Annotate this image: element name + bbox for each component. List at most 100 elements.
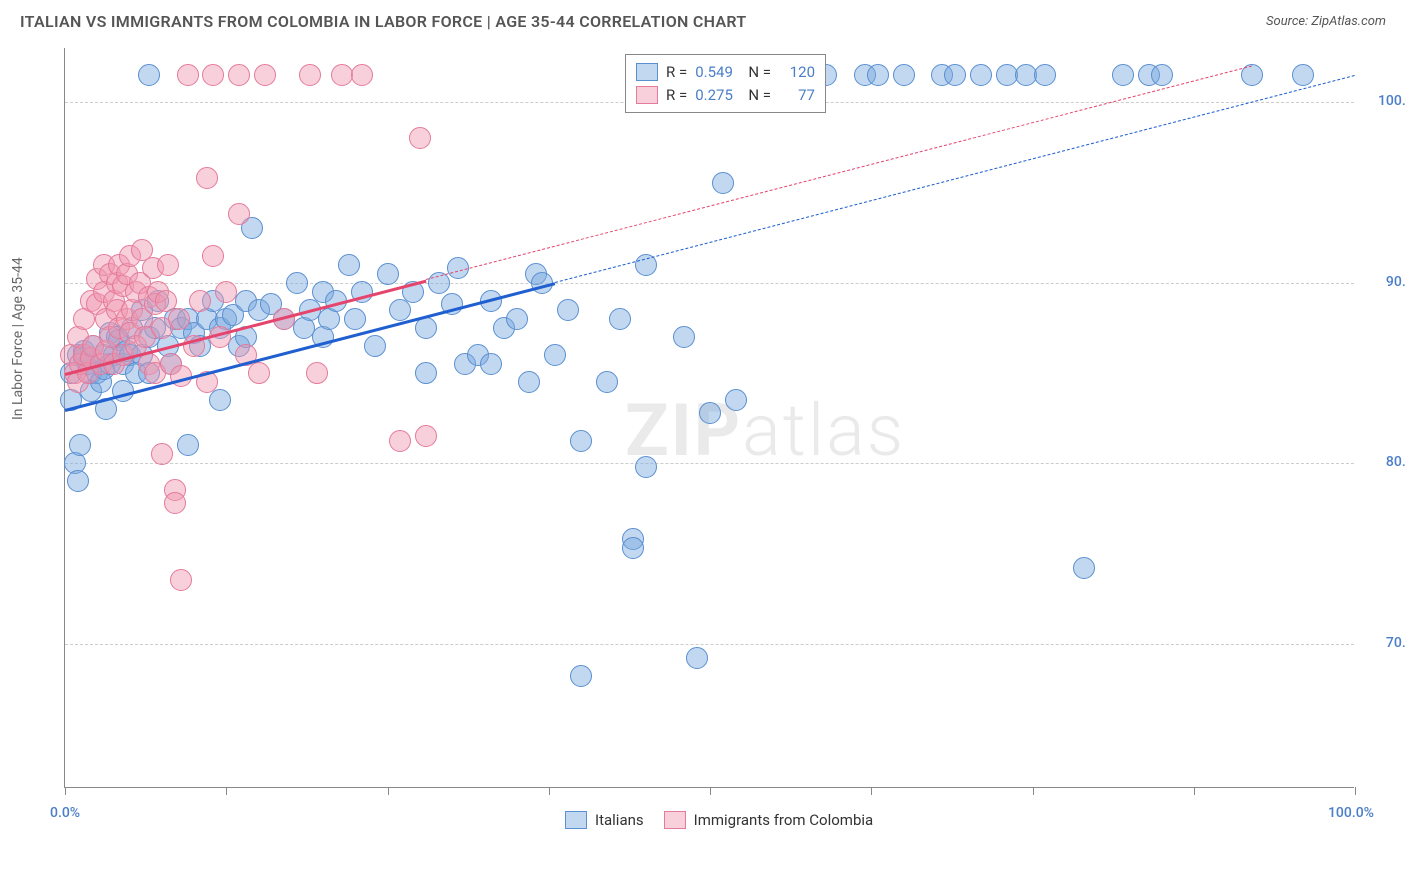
data-point bbox=[299, 64, 321, 86]
legend-swatch bbox=[565, 811, 587, 829]
data-point bbox=[712, 172, 734, 194]
gridline bbox=[65, 463, 1354, 464]
data-point bbox=[69, 434, 91, 456]
data-point bbox=[377, 263, 399, 285]
plot-area: ZIPatlas 70.0%80.0%90.0%100.0%0.0%100.0%… bbox=[64, 48, 1354, 788]
x-tick-mark bbox=[549, 787, 550, 795]
data-point bbox=[409, 127, 431, 149]
data-point bbox=[177, 434, 199, 456]
legend-n-label: N = bbox=[741, 61, 771, 84]
data-point bbox=[248, 362, 270, 384]
data-point bbox=[635, 456, 657, 478]
data-point bbox=[622, 537, 644, 559]
series-legend-item: Italians bbox=[565, 811, 644, 829]
x-max-label: 100.0% bbox=[1328, 805, 1374, 821]
data-point bbox=[970, 64, 992, 86]
data-point bbox=[351, 64, 373, 86]
data-point bbox=[215, 281, 237, 303]
legend-n-label: N = bbox=[741, 84, 771, 107]
legend-row: R = 0.549 N = 120 bbox=[636, 61, 815, 84]
data-point bbox=[557, 299, 579, 321]
legend-swatch bbox=[636, 86, 658, 104]
data-point bbox=[338, 254, 360, 276]
data-point bbox=[867, 64, 889, 86]
chart-title: ITALIAN VS IMMIGRANTS FROM COLOMBIA IN L… bbox=[20, 12, 747, 31]
chart-source: Source: ZipAtlas.com bbox=[1266, 14, 1386, 29]
data-point bbox=[609, 308, 631, 330]
data-point bbox=[196, 167, 218, 189]
y-tick-label: 80.0% bbox=[1386, 454, 1406, 470]
legend-swatch bbox=[636, 63, 658, 81]
legend-row: R = 0.275 N = 77 bbox=[636, 84, 815, 107]
series-legend-item: Immigrants from Colombia bbox=[664, 811, 874, 829]
x-tick-mark bbox=[710, 787, 711, 795]
correlation-legend: R = 0.549 N = 120R = 0.275 N = 77 bbox=[625, 54, 826, 113]
data-point bbox=[415, 362, 437, 384]
data-point bbox=[1073, 557, 1095, 579]
legend-r-label: R = bbox=[666, 61, 687, 84]
watermark: ZIPatlas bbox=[625, 388, 905, 473]
data-point bbox=[344, 308, 366, 330]
data-point bbox=[67, 470, 89, 492]
x-tick-mark bbox=[65, 787, 66, 795]
gridline bbox=[65, 283, 1354, 284]
data-point bbox=[177, 64, 199, 86]
data-point bbox=[168, 308, 190, 330]
data-point bbox=[725, 389, 747, 411]
data-point bbox=[389, 299, 411, 321]
legend-r-value: 0.549 bbox=[695, 61, 733, 84]
data-point bbox=[944, 64, 966, 86]
data-point bbox=[306, 362, 328, 384]
data-point bbox=[138, 64, 160, 86]
data-point bbox=[415, 317, 437, 339]
legend-r-label: R = bbox=[666, 84, 687, 107]
data-point bbox=[209, 389, 231, 411]
data-point bbox=[228, 203, 250, 225]
data-point bbox=[364, 335, 386, 357]
trend-line-extrapolated bbox=[426, 66, 1252, 280]
data-point bbox=[170, 569, 192, 591]
x-min-label: 0.0% bbox=[50, 805, 80, 821]
data-point bbox=[893, 64, 915, 86]
series-name: Immigrants from Colombia bbox=[694, 811, 874, 829]
data-point bbox=[1292, 64, 1314, 86]
data-point bbox=[202, 64, 224, 86]
data-point bbox=[202, 245, 224, 267]
x-tick-mark bbox=[1194, 787, 1195, 795]
data-point bbox=[1151, 64, 1173, 86]
y-tick-label: 90.0% bbox=[1386, 274, 1406, 290]
chart-header: ITALIAN VS IMMIGRANTS FROM COLOMBIA IN L… bbox=[0, 0, 1406, 39]
legend-n-value: 77 bbox=[779, 84, 815, 107]
legend-r-value: 0.275 bbox=[695, 84, 733, 107]
data-point bbox=[189, 290, 211, 312]
legend-swatch bbox=[664, 811, 686, 829]
data-point bbox=[415, 425, 437, 447]
y-tick-label: 70.0% bbox=[1386, 635, 1406, 651]
y-tick-label: 100.0% bbox=[1378, 93, 1406, 109]
data-point bbox=[673, 326, 695, 348]
data-point bbox=[686, 647, 708, 669]
data-point bbox=[1034, 64, 1056, 86]
legend-n-value: 120 bbox=[779, 61, 815, 84]
data-point bbox=[151, 443, 173, 465]
data-point bbox=[254, 64, 276, 86]
series-name: Italians bbox=[595, 811, 644, 829]
data-point bbox=[544, 344, 566, 366]
data-point bbox=[596, 371, 618, 393]
data-point bbox=[506, 308, 528, 330]
gridline bbox=[65, 644, 1354, 645]
data-point bbox=[157, 254, 179, 276]
data-point bbox=[228, 64, 250, 86]
data-point bbox=[570, 430, 592, 452]
x-tick-mark bbox=[388, 787, 389, 795]
data-point bbox=[518, 371, 540, 393]
data-point bbox=[286, 272, 308, 294]
data-point bbox=[1112, 64, 1134, 86]
data-point bbox=[389, 430, 411, 452]
data-point bbox=[699, 402, 721, 424]
x-tick-mark bbox=[871, 787, 872, 795]
y-axis-label: In Labor Force | Age 35-44 bbox=[10, 257, 26, 420]
data-point bbox=[480, 353, 502, 375]
data-point bbox=[570, 665, 592, 687]
x-tick-mark bbox=[226, 787, 227, 795]
